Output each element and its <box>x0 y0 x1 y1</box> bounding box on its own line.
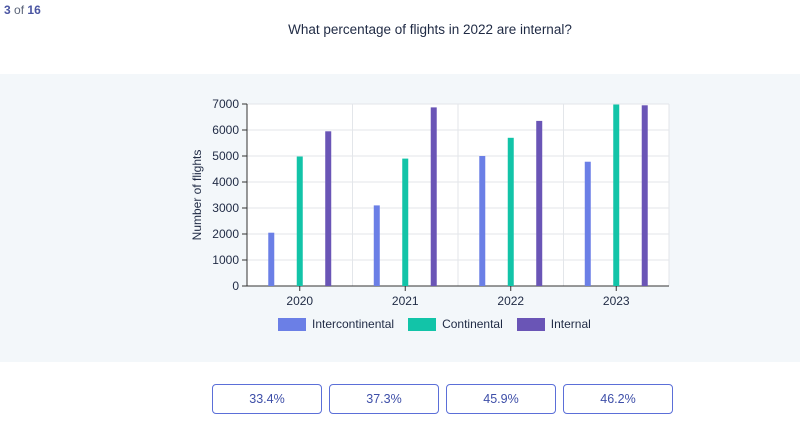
legend-swatch-intercontinental <box>278 317 306 331</box>
progress-current: 3 <box>4 3 11 17</box>
bar-intercontinental-2021 <box>373 205 380 286</box>
answer-option-1[interactable]: 33.4% <box>212 384 322 414</box>
legend-item-internal: Internal <box>516 317 591 331</box>
bar-continental-2021 <box>402 158 409 286</box>
legend-swatch-internal <box>516 317 545 331</box>
y-tick-label: 1000 <box>212 253 239 267</box>
x-tick-label: 2022 <box>497 294 524 308</box>
question-progress: 3 of 16 <box>4 3 41 17</box>
answer-option-2[interactable]: 37.3% <box>329 384 439 414</box>
chart-panel: 0 1000 2000 3000 4000 5000 6000 7000 2020 2021 202… <box>0 74 800 362</box>
x-tick-label: 2020 <box>286 294 313 308</box>
bar-internal-2023 <box>641 105 648 286</box>
y-tick-label: 0 <box>232 279 239 293</box>
legend-label-internal: Internal <box>550 317 591 331</box>
answer-option-3[interactable]: 45.9% <box>446 384 556 414</box>
answer-options: 33.4% 37.3% 45.9% 46.2% <box>0 384 800 416</box>
legend-swatch-continental <box>408 317 437 331</box>
y-tick-label: 6000 <box>212 123 239 137</box>
question-text: What percentage of flights in 2022 are i… <box>288 22 572 37</box>
legend-item-continental: Continental <box>408 317 503 331</box>
bar-continental-2023 <box>613 104 620 286</box>
bar-continental-2022 <box>507 137 514 286</box>
answer-option-4[interactable]: 46.2% <box>563 384 673 414</box>
progress-of: of <box>14 3 25 17</box>
y-tick-label: 5000 <box>212 149 239 163</box>
chart-legend: Intercontinental Continental Internal <box>278 317 605 331</box>
y-tick-label: 4000 <box>212 175 239 189</box>
x-tick-label: 2021 <box>392 294 419 308</box>
y-axis-label: Number of flights <box>190 150 204 241</box>
bar-continental-2020 <box>296 156 303 286</box>
y-tick-label: 3000 <box>212 201 239 215</box>
x-tick-label: 2023 <box>603 294 630 308</box>
y-tick-label: 7000 <box>212 97 239 111</box>
bar-chart: 0 1000 2000 3000 4000 5000 6000 7000 2020 2021 202… <box>190 97 670 308</box>
legend-label-continental: Continental <box>442 317 503 331</box>
bar-internal-2022 <box>536 120 543 287</box>
progress-total: 16 <box>27 3 41 17</box>
bar-internal-2020 <box>325 131 332 286</box>
bar-internal-2021 <box>430 107 437 286</box>
bar-intercontinental-2022 <box>479 156 486 286</box>
bar-intercontinental-2023 <box>584 161 591 286</box>
legend-item-intercontinental: Intercontinental <box>278 317 394 331</box>
y-tick-label: 2000 <box>212 227 239 241</box>
bar-intercontinental-2020 <box>268 232 275 286</box>
legend-label-intercontinental: Intercontinental <box>312 317 395 331</box>
